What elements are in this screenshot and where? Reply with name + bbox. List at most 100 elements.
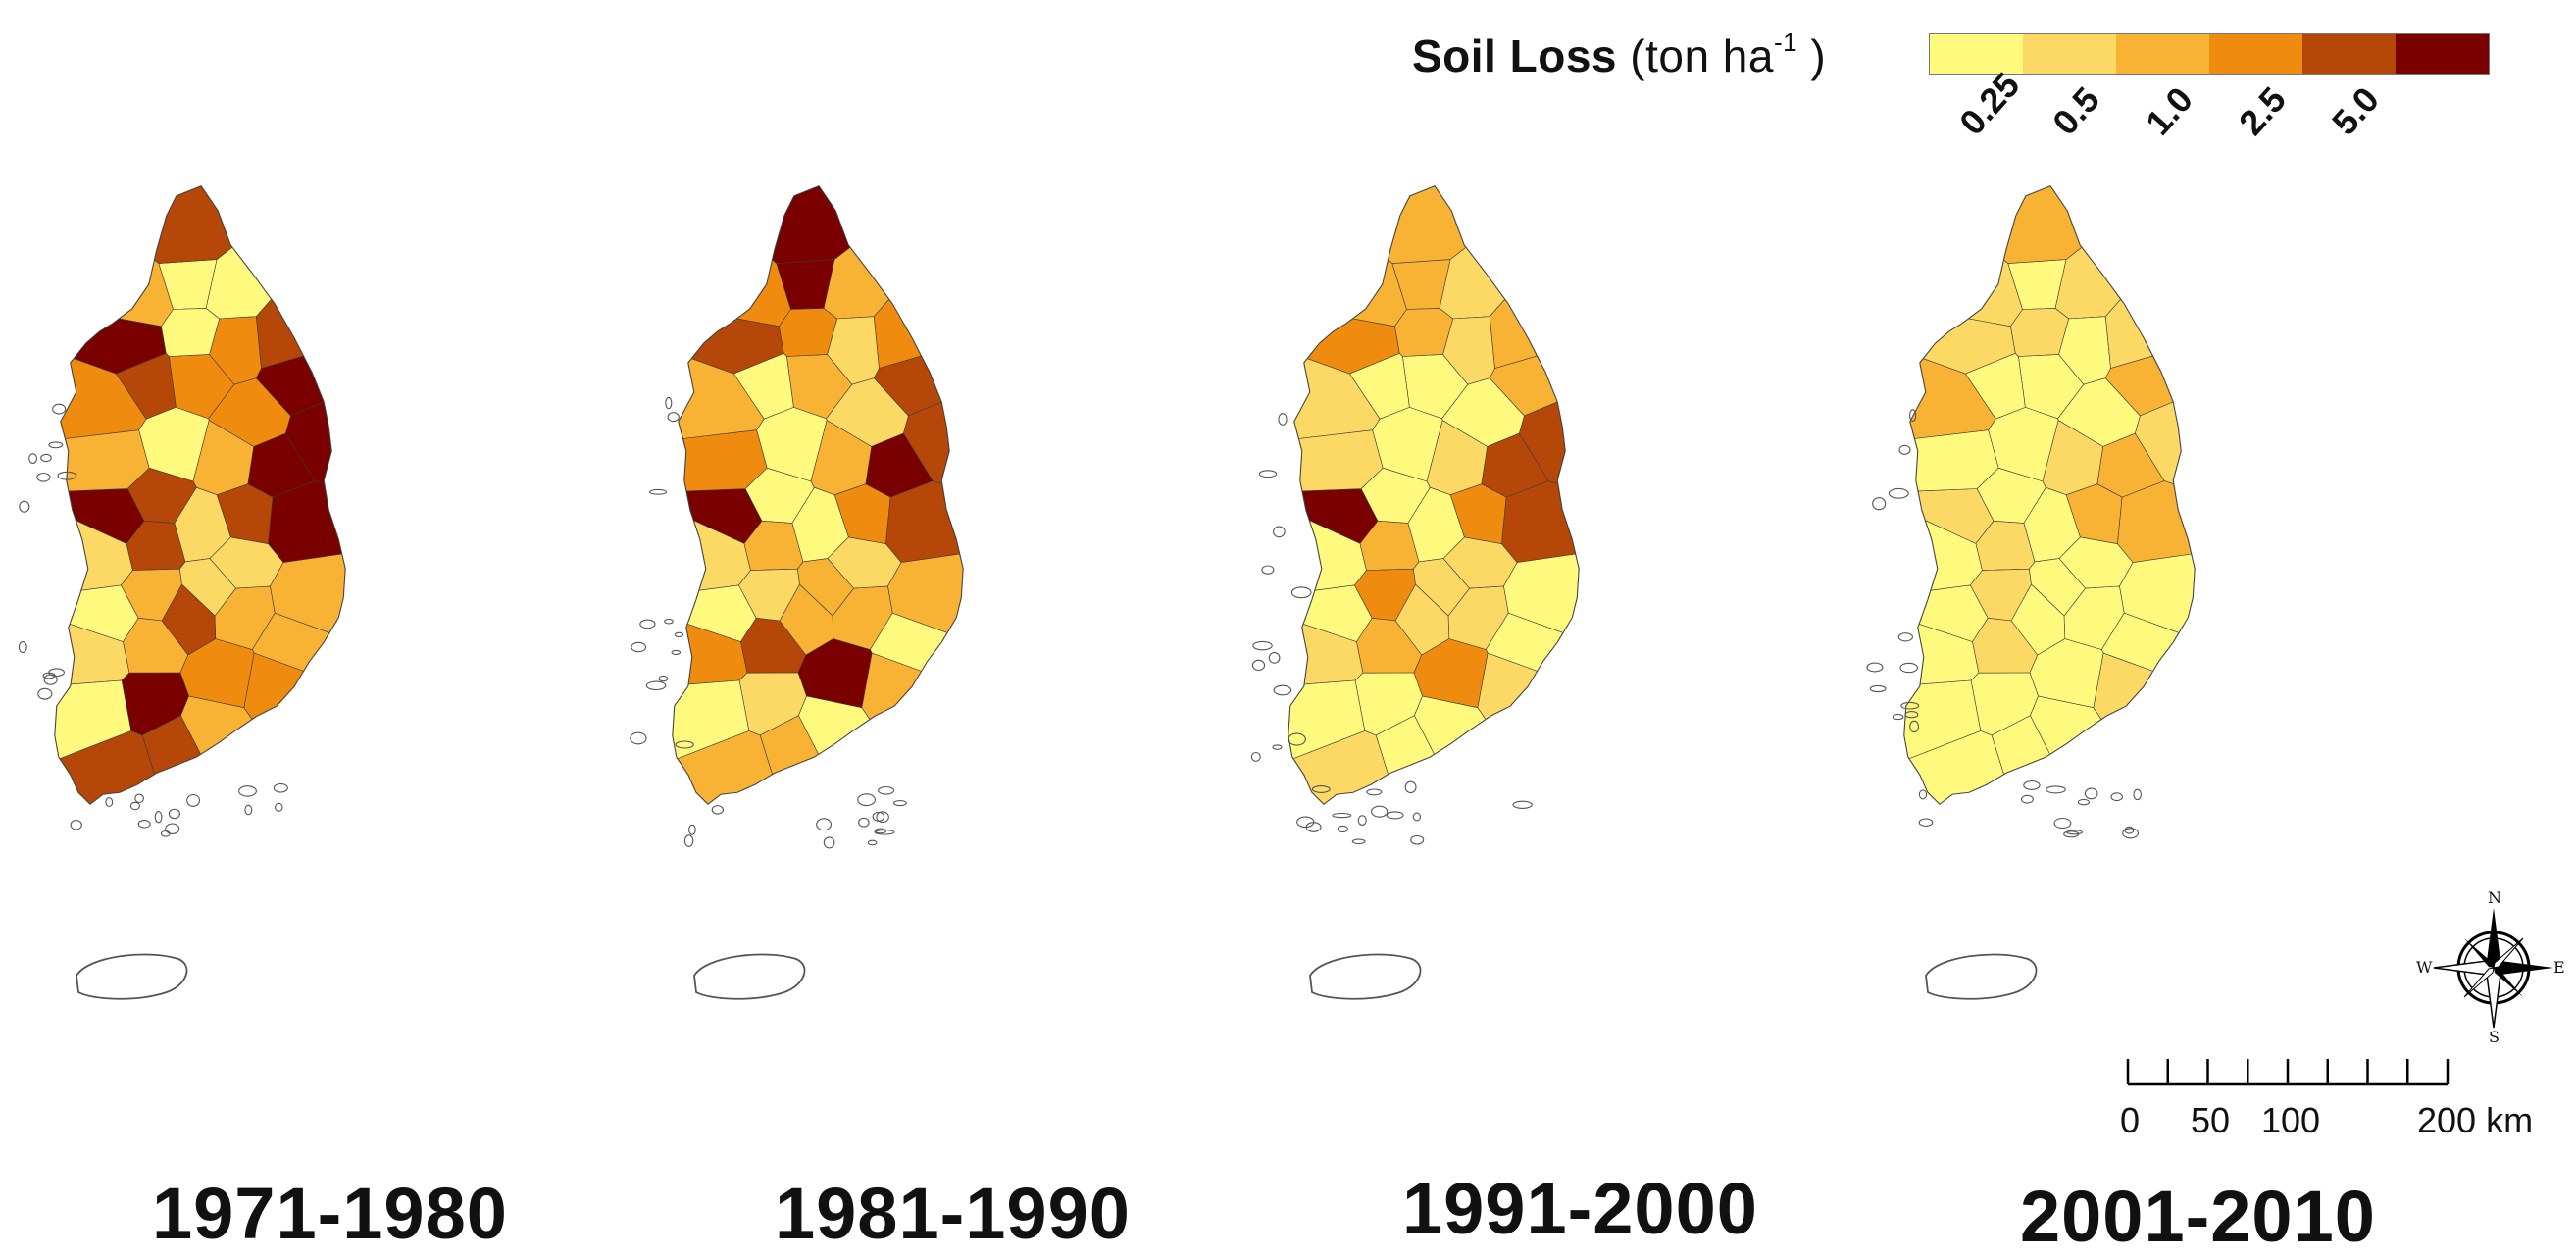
island-outline [645,680,667,691]
legend-swatch-1 [2023,34,2116,74]
legend-unit-prefix: (ton ha [1630,30,1774,81]
period-label-2001-2010: 2001-2010 [2020,1176,2376,1257]
region-26 [2104,298,2153,369]
island-outline [1900,701,1920,710]
island-outline [57,471,77,480]
island-outline [2084,787,2098,800]
region-37 [1918,584,1989,642]
region-34 [827,536,902,589]
island-outline [1410,834,1425,845]
island-outline [1351,838,1366,845]
island-outline [1909,409,1917,422]
legend-unit-exponent: -1 [1773,27,1798,57]
island-outline [1904,711,1919,719]
compass-rose-graphic [2433,908,2553,1029]
island-outline [1404,780,1417,794]
region-29 [2010,583,2066,656]
island-outline [40,453,52,463]
island-outline [683,834,694,847]
map-panel-1991-2000 [1234,157,1822,1039]
island-outline [105,797,114,808]
region-32 [861,652,922,720]
map-panel-2001-2010 [1849,157,2438,1039]
legend-break-5.0: 5.0 [2324,78,2387,143]
island-outline [1371,805,1389,818]
region-35 [1925,520,1983,591]
island-outline [19,500,30,513]
island-outline [630,731,647,745]
island-outline [1898,444,1911,455]
island-outline [874,828,887,834]
island-outline [658,675,669,682]
scale-label-0: 0 [2120,1100,2141,1140]
region-26 [873,298,922,369]
region-39 [74,318,167,375]
region-23 [161,308,221,357]
island-outline [168,808,180,820]
island-outline [671,649,682,655]
island-outline [18,641,27,654]
island-outline [1337,825,1348,833]
island-outline [1250,751,1261,762]
region-23 [1394,308,1454,357]
legend-swatch-3 [2209,34,2302,74]
island-outline [1273,526,1286,538]
map-panel-1981-1990 [618,157,1206,1039]
island-outline [1872,497,1887,511]
island-outline [816,818,833,831]
region-38 [1388,185,1467,264]
island-outline [867,839,878,846]
period-label-1981-1990: 1981-1990 [775,1173,1131,1254]
island-outline [1512,800,1533,809]
island-outline [2077,798,2090,806]
island-outline [876,811,889,824]
legend: Soil Loss (ton ha-1 ) 0.25 0.5 1.0 2.5 5.0 [1412,20,2491,196]
island-outline [675,740,694,749]
island-outline [273,782,288,793]
region-34 [209,536,284,589]
compass-east: E [2553,958,2565,977]
island-outline [2023,780,2041,790]
island-outline [874,830,895,835]
island-outline [48,668,65,678]
region-39 [1923,318,2016,375]
jeju-island-outline [1925,953,2038,1000]
island-outline [1869,684,1887,693]
choropleth-map [1250,185,1580,1000]
island-outline [631,641,647,653]
island-outline [878,785,895,795]
region-34 [1442,536,1518,589]
island-outline [2133,788,2142,801]
region-28 [121,672,189,736]
island-outline [1296,816,1315,829]
legend-title-unit: (ton ha-1 ) [1630,27,1827,81]
compass-north: N [2488,888,2501,907]
island-outline [892,800,907,807]
region-28 [1354,672,1423,736]
island-outline [823,836,835,849]
island-outline [1918,818,1934,827]
legend-unit-suffix: ) [1797,30,1827,81]
legend-swatch-4 [2302,34,2396,74]
island-outline [1268,652,1281,664]
island-outline [1357,815,1367,826]
compass-south: S [2489,1028,2500,1046]
region-41 [2042,420,2104,496]
island-outline [688,824,696,835]
scale-bar-graphic [2126,1059,2450,1086]
island-outline [1311,785,1331,793]
region-28 [1970,672,2039,736]
island-outline [1278,413,1288,426]
island-outline [2122,828,2140,839]
island-outline [2063,830,2080,838]
region-32 [1477,652,1538,720]
island-outline [36,472,51,482]
region-39 [1307,318,1400,375]
island-outline [28,453,38,464]
period-label-1971-1980: 1971-1980 [152,1173,508,1254]
island-outline [667,412,680,423]
region-36 [1903,679,1982,759]
region-36 [54,679,132,759]
island-outline [1288,732,1306,746]
scale-label-100: 100 [2261,1100,2321,1140]
